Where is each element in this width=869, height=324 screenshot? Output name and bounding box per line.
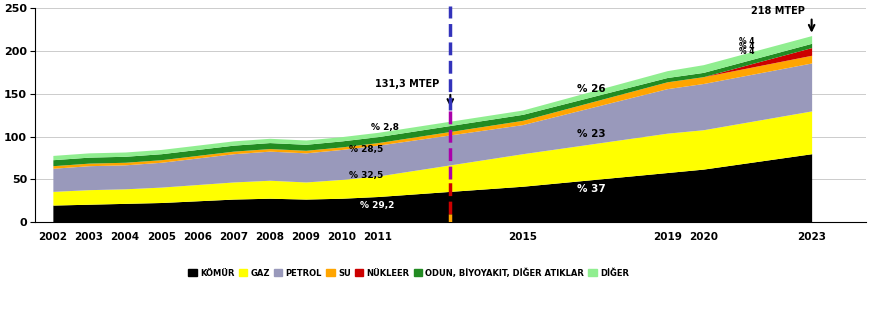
Text: % 2,8: % 2,8 <box>370 123 398 132</box>
Text: % 4: % 4 <box>739 42 754 51</box>
Text: % 37: % 37 <box>576 184 605 194</box>
Text: % 28,5: % 28,5 <box>348 145 383 154</box>
Text: 218 MTEP: 218 MTEP <box>750 6 804 16</box>
Text: % 32,5: % 32,5 <box>348 171 383 180</box>
Text: 131,3 MTEP: 131,3 MTEP <box>375 79 439 89</box>
Text: % 29,2: % 29,2 <box>360 202 394 211</box>
Text: % 26: % 26 <box>576 84 605 94</box>
Text: % 4: % 4 <box>739 37 754 46</box>
Text: % 23: % 23 <box>576 129 605 139</box>
Text: % 4: % 4 <box>739 47 754 56</box>
Legend: KÖMÜR, GAZ, PETROL, SU, NÜKLEER, ODUN, BİYOYAKIT, DİĞER ATIKLAR, DİĞER: KÖMÜR, GAZ, PETROL, SU, NÜKLEER, ODUN, B… <box>185 265 632 281</box>
